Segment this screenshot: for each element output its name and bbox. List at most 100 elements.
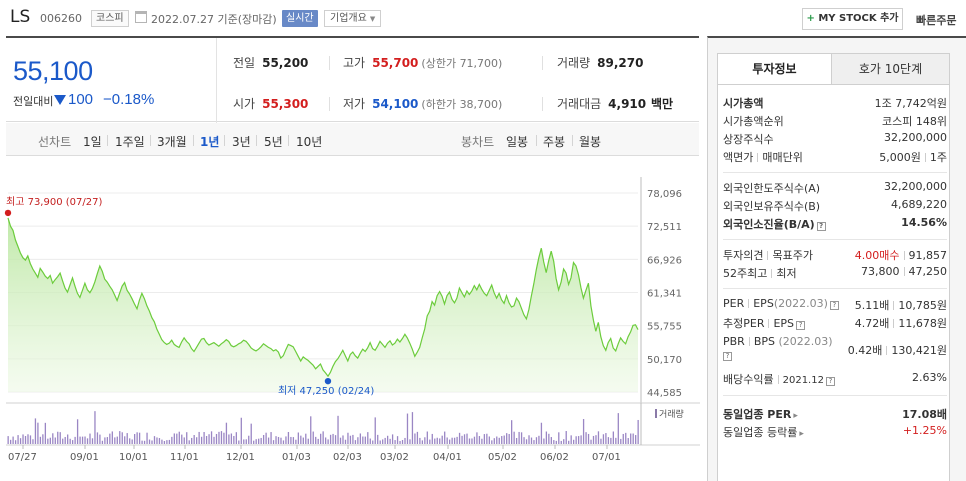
volume-bar (138, 432, 141, 444)
volume-label: 거래량 (557, 56, 591, 70)
info-icon[interactable]: ? (816, 222, 826, 231)
tab-monthly[interactable]: 월봉 (579, 135, 602, 149)
volume-bar (486, 433, 488, 444)
volume-bar (141, 440, 143, 444)
volume-bar (238, 440, 240, 444)
high-label: 고가 (343, 56, 366, 70)
calendar-icon (135, 11, 147, 23)
divider (542, 56, 543, 70)
volume-bar (555, 440, 557, 444)
volume-bar (24, 436, 27, 444)
opinion-row: 투자의견 목표주가 4.00매수 91,857 (723, 247, 947, 265)
current-price: 55,100 (13, 56, 93, 86)
tab-order-book[interactable]: 호가 10단계 (831, 53, 950, 85)
down-triangle-icon (54, 95, 66, 105)
tab-3y[interactable]: 3년 (232, 135, 251, 149)
y-tick-label: 78,096 (647, 189, 682, 200)
y-tick-label: 50,170 (647, 355, 682, 366)
volume-bar (57, 431, 59, 444)
volume-bar (525, 439, 528, 444)
quick-order-link[interactable]: 빠른주문 (916, 14, 957, 27)
foreign-hold-label: 외국인보유주식수(B) (723, 200, 821, 213)
info-icon[interactable]: ? (723, 352, 732, 361)
volume-bar (27, 434, 29, 444)
volume-bar (429, 439, 431, 444)
volume-bar (409, 439, 411, 444)
y-tick-label: 44,585 (647, 388, 682, 399)
volume-bar (285, 436, 287, 444)
volume-bar (506, 433, 508, 444)
tab-10y[interactable]: 10년 (296, 135, 323, 149)
volume-bar (612, 431, 614, 444)
volume-bar (59, 432, 61, 444)
chevron-right-icon: ▸ (793, 411, 798, 421)
trading-amount: 거래대금 4,910 백만 (557, 95, 673, 112)
volume-bar (585, 432, 587, 444)
volume-bar (86, 438, 89, 444)
amount-unit: 백만 (650, 97, 674, 111)
tab-1w[interactable]: 1주일 (115, 135, 145, 149)
volume-bar (411, 412, 414, 444)
company-overview-dropdown[interactable]: 기업개요 ▼ (324, 10, 382, 27)
tab-5y[interactable]: 5년 (264, 135, 283, 149)
tab-1y[interactable]: 1년 (200, 135, 220, 149)
volume-bar (424, 437, 426, 444)
info-icon[interactable]: ? (796, 321, 806, 330)
divider (723, 288, 947, 289)
industry-per-label[interactable]: 동일업종 PER (723, 408, 792, 421)
realtime-button[interactable]: 실시간 (282, 10, 318, 27)
y-tick-label: 61,341 (647, 289, 682, 300)
info-icon[interactable]: ? (829, 301, 839, 310)
pbr-value: 0.42배 (847, 344, 883, 357)
foreign-limit-row: 외국인한도주식수(A) 32,200,000 (723, 180, 947, 198)
open-value: 55,300 (262, 97, 309, 111)
x-tick-label: 06/02 (540, 452, 569, 463)
tab-3m[interactable]: 3개월 (157, 135, 187, 149)
target-value: 91,857 (908, 249, 948, 262)
dividend-date: 2021.12 (782, 375, 824, 386)
divider (536, 135, 537, 146)
volume-bar (94, 411, 96, 444)
shares-value: 32,200,000 (884, 131, 947, 144)
volume-bar (483, 434, 486, 444)
volume-bar (577, 436, 580, 444)
tab-1d[interactable]: 1일 (83, 135, 102, 149)
volume-bar (210, 431, 213, 444)
tab-weekly[interactable]: 주봉 (543, 135, 566, 149)
volume-bar (81, 436, 84, 444)
y-tick-label: 66,926 (647, 255, 682, 266)
divider (216, 38, 217, 123)
volume-bar (617, 413, 619, 444)
eps-value: 10,785원 (898, 299, 947, 312)
stock-name: LS (10, 7, 31, 27)
volume-bar (233, 435, 235, 444)
volume-bar (305, 433, 307, 444)
volume-bar (153, 436, 156, 444)
plus-icon: + (806, 13, 815, 24)
volume-bar (496, 436, 498, 444)
volume-bar (220, 431, 223, 444)
tab-investment-info[interactable]: 투자정보 (717, 53, 832, 85)
volume-bar (446, 437, 448, 444)
high-value: 55,700 (372, 56, 419, 70)
volume-bar (106, 437, 109, 444)
volume-bar (511, 420, 513, 444)
volume-bar (580, 435, 582, 444)
volume-bar (493, 438, 495, 444)
add-my-stock-button[interactable]: + MY STOCK 추가 (802, 8, 903, 30)
industry-rate-label[interactable]: 동일업종 등락률 (723, 426, 798, 439)
volume-bar (47, 438, 49, 444)
volume-bar (272, 440, 275, 444)
volume-bar (520, 432, 523, 444)
est-per-label: 추정PER (723, 317, 765, 330)
info-icon[interactable]: ? (825, 377, 835, 386)
volume-bar (416, 431, 419, 444)
price-chart[interactable]: 78,096 72,511 66,926 61,341 55,755 50,170 44,5… (0, 157, 700, 481)
change-value: 100 (68, 91, 94, 108)
volume-bar (317, 438, 319, 444)
x-tick-label: 07/01 (592, 452, 621, 463)
volume-bar (89, 433, 91, 444)
tab-daily[interactable]: 일봉 (506, 135, 529, 149)
market-cap-rank-market: 코스피 (882, 115, 913, 128)
volume-bar (592, 435, 595, 444)
